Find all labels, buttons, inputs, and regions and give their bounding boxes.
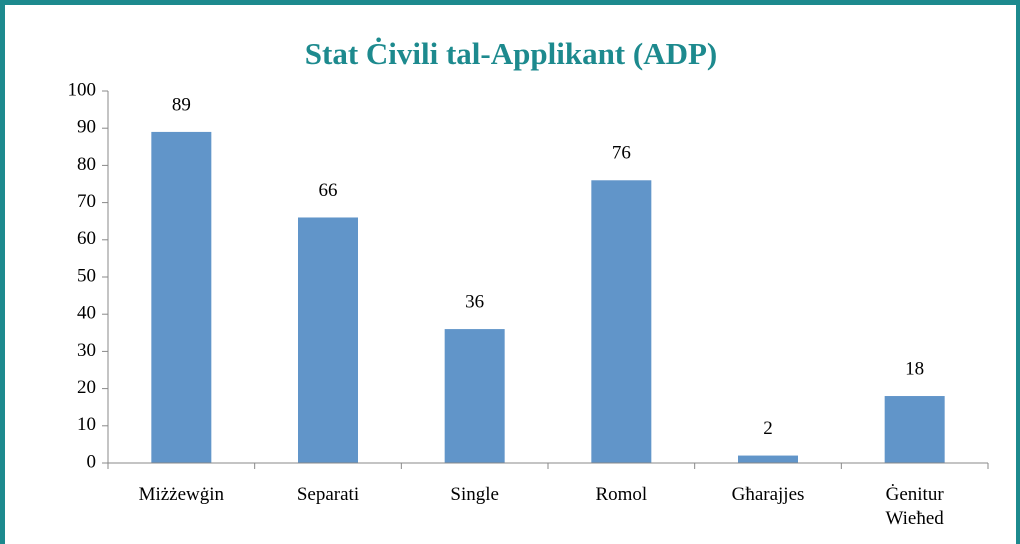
data-label: 76	[612, 143, 631, 164]
y-tick-label: 40	[77, 303, 96, 324]
data-label: 2	[763, 418, 773, 439]
y-tick-label: 0	[87, 451, 97, 472]
data-label: 36	[465, 291, 484, 312]
data-label: 89	[172, 94, 191, 115]
x-tick-label: Ġenitur Wieħed	[885, 484, 944, 529]
data-label: 66	[319, 180, 338, 201]
bar	[444, 329, 505, 463]
y-tick-label: 90	[77, 117, 96, 138]
chart-title: Stat Ċivili tal-Applikant (ADP)	[305, 36, 718, 71]
y-tick-label: 70	[77, 191, 96, 212]
y-tick-label: 80	[77, 154, 96, 175]
x-tick-label: Għarajjes	[731, 484, 805, 505]
bar	[738, 455, 798, 463]
bar	[151, 131, 212, 464]
y-tick-label: 20	[77, 377, 96, 398]
x-tick-label: Separati	[296, 484, 360, 505]
data-label: 18	[905, 358, 924, 379]
y-tick-label: 50	[77, 265, 96, 286]
bar	[298, 217, 358, 463]
y-tick-label: 60	[77, 228, 96, 249]
y-tick-label: 10	[77, 414, 96, 435]
y-tick-label: 100	[68, 79, 97, 100]
chart: Stat Ċivili tal-Applikant (ADP) 0 10 20 30 4…	[68, 36, 989, 472]
x-tick-label: Miżżewġin	[138, 484, 225, 505]
y-tick-label: 30	[77, 340, 96, 361]
bar	[591, 180, 652, 463]
x-tick-label: Romol	[595, 484, 648, 505]
bar	[884, 396, 945, 463]
x-tick-label: Single	[450, 484, 499, 505]
